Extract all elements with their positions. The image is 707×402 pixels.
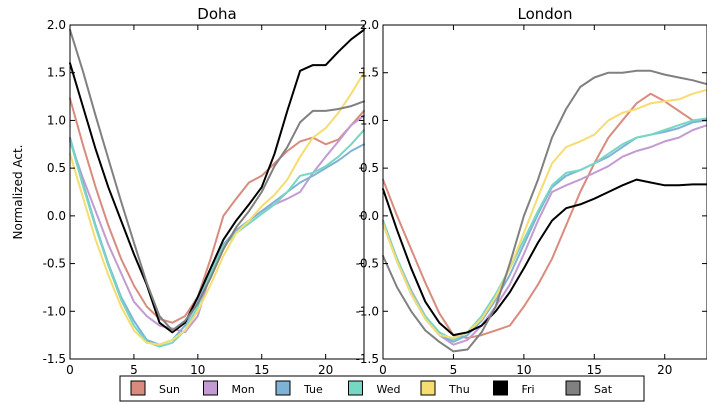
x-tick-label: 20 xyxy=(657,363,672,377)
legend-swatch-sun xyxy=(130,380,146,396)
y-tick-label: 0.0 xyxy=(47,209,66,223)
y-tick-label: 2.0 xyxy=(47,18,66,32)
series-line-fri xyxy=(382,178,707,337)
plot-frame xyxy=(69,24,365,360)
legend-swatch-mon xyxy=(203,380,218,396)
series-line-sat xyxy=(382,69,707,353)
x-tick-label: 20 xyxy=(318,363,333,377)
y-tick-label: 1.0 xyxy=(360,113,379,127)
legend-label-sun: Sun xyxy=(159,383,180,396)
x-tick-label: 0 xyxy=(66,363,74,377)
legend-swatch-tue xyxy=(275,380,291,396)
series-line-thu xyxy=(382,88,707,339)
series-line-thu xyxy=(69,71,365,346)
y-tick-label: -1.5 xyxy=(43,352,66,366)
legend-label-wed: Wed xyxy=(377,383,401,396)
y-tick-label: 0.5 xyxy=(360,161,379,175)
y-tick-label: 1.0 xyxy=(47,113,66,127)
series-line-sun xyxy=(382,92,707,339)
x-tick-label: 15 xyxy=(254,363,269,377)
y-tick-label: -1.0 xyxy=(356,304,379,318)
chart-title: Doha xyxy=(197,5,236,23)
plot-frame xyxy=(382,24,707,360)
legend-label-fri: Fri xyxy=(522,383,535,396)
x-tick-label: 5 xyxy=(130,363,138,377)
series-line-wed xyxy=(382,117,707,341)
legend-swatch-sat xyxy=(565,380,581,396)
legend-swatch-wed xyxy=(348,380,363,396)
y-tick-label: -1.5 xyxy=(356,352,379,366)
series-line-mon xyxy=(69,114,365,334)
y-tick-label: 2.0 xyxy=(360,18,379,32)
x-tick-label: 0 xyxy=(379,363,387,377)
legend-swatch-fri xyxy=(493,380,508,396)
x-tick-label: 10 xyxy=(516,363,531,377)
legend-label-mon: Mon xyxy=(232,383,255,396)
y-tick-label: -1.0 xyxy=(43,304,66,318)
chart-title: London xyxy=(518,5,573,23)
legend-label-thu: Thu xyxy=(448,383,470,396)
y-tick-label: -0.5 xyxy=(43,257,66,271)
x-tick-label: 5 xyxy=(450,363,458,377)
y-axis-label: Normalized Act. xyxy=(11,145,25,240)
legend-label-tue: Tue xyxy=(303,383,323,396)
series-line-sat xyxy=(69,28,365,332)
legend-label-sat: Sat xyxy=(594,383,613,396)
series-line-fri xyxy=(69,28,365,334)
y-tick-label: 1.5 xyxy=(360,66,379,80)
y-tick-label: 0.5 xyxy=(47,161,66,175)
x-tick-label: 10 xyxy=(190,363,205,377)
x-tick-label: 15 xyxy=(587,363,602,377)
y-tick-label: -0.5 xyxy=(356,257,379,271)
series-line-sun xyxy=(69,97,365,324)
legend-swatch-thu xyxy=(420,380,436,396)
y-tick-label: 1.5 xyxy=(47,66,66,80)
series-line-wed xyxy=(69,129,365,348)
y-tick-label: 0.0 xyxy=(360,209,379,223)
